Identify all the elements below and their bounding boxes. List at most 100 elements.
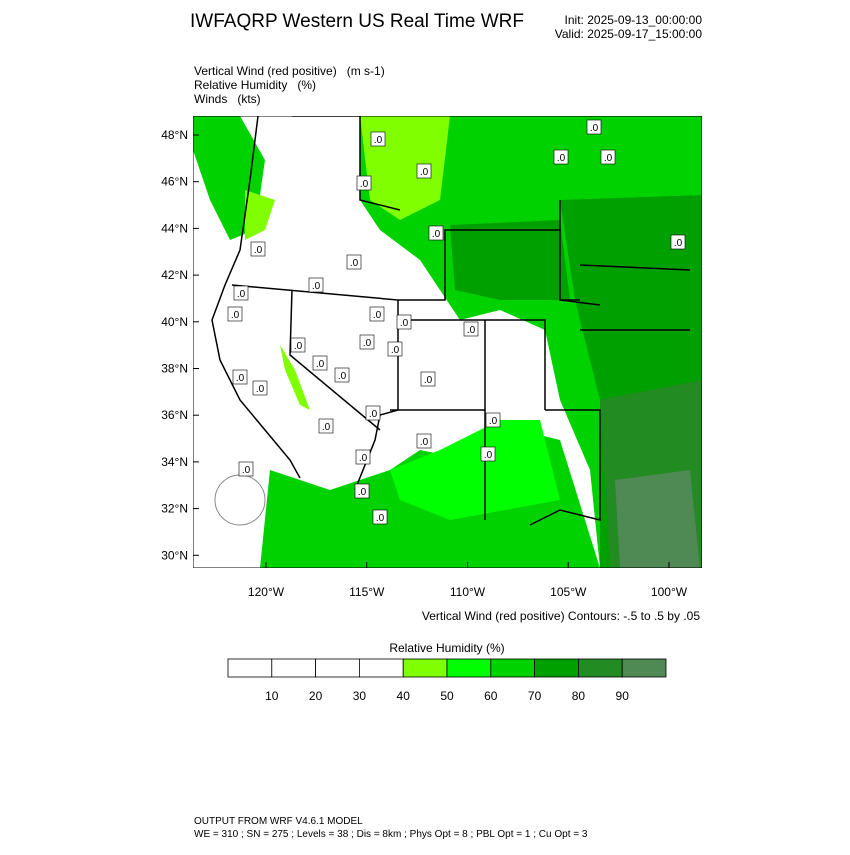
contour-label-box [334,367,350,383]
lat-label: 30°N [161,548,188,562]
contour-label: .0 [363,338,372,349]
contour-label: .0 [322,422,331,433]
lat-label: 32°N [161,502,188,516]
lat-label: 44°N [161,221,188,235]
contour-label-box [308,277,324,293]
contour-label: .0 [316,359,325,370]
contour-label-box [318,418,334,434]
lat-label: 42°N [161,268,188,282]
colorbar-tick-label: 30 [353,689,367,703]
colorbar-swatch [402,658,448,678]
contour-label: .0 [312,281,321,292]
colorbar-tick-label: 20 [309,689,323,703]
valid-time: Valid: 2025-09-17_15:00:00 [555,27,703,41]
init-time: Init: 2025-09-13_00:00:00 [565,13,703,27]
contour-label: .0 [256,384,265,395]
contour-label: .0 [294,341,303,352]
lon-label: 100°W [651,585,688,599]
contour-label-box [370,131,386,147]
colorbar-title: Relative Humidity (%) [389,641,504,655]
contour-label: .0 [467,325,476,336]
contour-label: .0 [242,465,251,476]
footer-line: OUTPUT FROM WRF V4.6.1 MODEL [194,816,363,827]
lon-label: 110°W [450,585,486,599]
field-label: Vertical Wind (red positive) (m s-1) [194,64,385,78]
contour-label: .0 [237,289,246,300]
colorbar-swatch [578,658,623,678]
contour-label-box [365,405,381,421]
colorbar-swatch [271,658,316,678]
contour-label-box [346,254,362,270]
lon-label: 115°W [349,585,385,599]
contour-label: .0 [350,258,359,269]
contour-label-box [553,149,569,165]
contour-label-box [600,149,616,165]
contour-label: .0 [674,238,683,249]
colorbar-tick-label: 70 [528,689,542,703]
contour-label: .0 [338,371,347,382]
colorbar-swatch [315,658,360,678]
contour-label: .0 [236,373,245,384]
contour-label-box [312,355,328,371]
contour-label: .0 [604,153,613,164]
map: 48°N 46°N 44°N 42°N 40°N 38°N 36°N 34°N 32°N 30°N… [161,116,702,599]
contour-label: .0 [489,416,498,427]
colorbar-swatch [534,658,579,678]
contour-label: .0 [590,123,599,134]
contour-label-box [232,369,248,385]
colorbar-swatch [446,658,492,678]
contour-label: .0 [391,345,400,356]
contour-label-box [463,321,479,337]
contour-label-box [428,225,444,241]
colorbar-swatch [490,658,535,678]
title: IWFAQRP Western US Real Time WRF [190,11,524,32]
lat-label: 46°N [161,175,188,189]
contour-label-box [250,241,266,257]
contour-label: .0 [359,453,368,464]
colorbar-tick-label: 80 [572,689,586,703]
contour-label: .0 [376,513,385,524]
contour-label-box [480,446,496,462]
colorbar-tick-label: 60 [484,689,498,703]
contour-label: .0 [424,375,433,386]
lat-label: 48°N [161,128,188,142]
lon-label: 120°W [248,585,285,599]
colorbar-tick-label: 50 [440,689,454,703]
lat-label: 40°N [161,315,188,329]
contour-label-box [252,380,268,396]
contour-label: .0 [400,318,409,329]
contour-label-box [359,334,375,350]
contour-label: .0 [358,487,367,498]
contour-label-box [290,337,306,353]
contour-label-box [586,119,602,135]
contour-label-box [355,449,371,465]
colorbar-tick-label: 40 [397,689,411,703]
colorbar-tick-label: 90 [616,689,630,703]
contour-label-box [233,285,249,301]
contour-label: .0 [484,450,493,461]
contour-label-box [396,314,412,330]
colorbar-swatch [621,658,667,678]
colorbar-swatch [358,658,404,678]
field-label: Winds (kts) [194,92,261,106]
contour-label: .0 [373,310,382,321]
contour-label-box [369,306,385,322]
lon-label: 105°W [550,585,587,599]
colorbar-tick-label: 10 [265,689,279,703]
contour-label: .0 [369,409,378,420]
footer-line: WE = 310 ; SN = 275 ; Levels = 38 ; Dis … [194,829,588,840]
contour-label-box [356,175,372,191]
contour-label-box [670,234,686,250]
lat-label: 34°N [161,455,188,469]
contour-label-box [354,483,370,499]
colorbar: 10 20 30 40 50 60 70 80 90 [227,658,667,703]
contour-label-box [372,509,388,525]
contour-label-box [420,371,436,387]
contour-label: .0 [374,135,383,146]
contour-label-box [416,433,432,449]
contour-label: .0 [557,153,566,164]
contour-label-box [387,341,403,357]
contour-label: .0 [231,310,240,321]
contour-note: Vertical Wind (red positive) Contours: -… [422,609,700,623]
